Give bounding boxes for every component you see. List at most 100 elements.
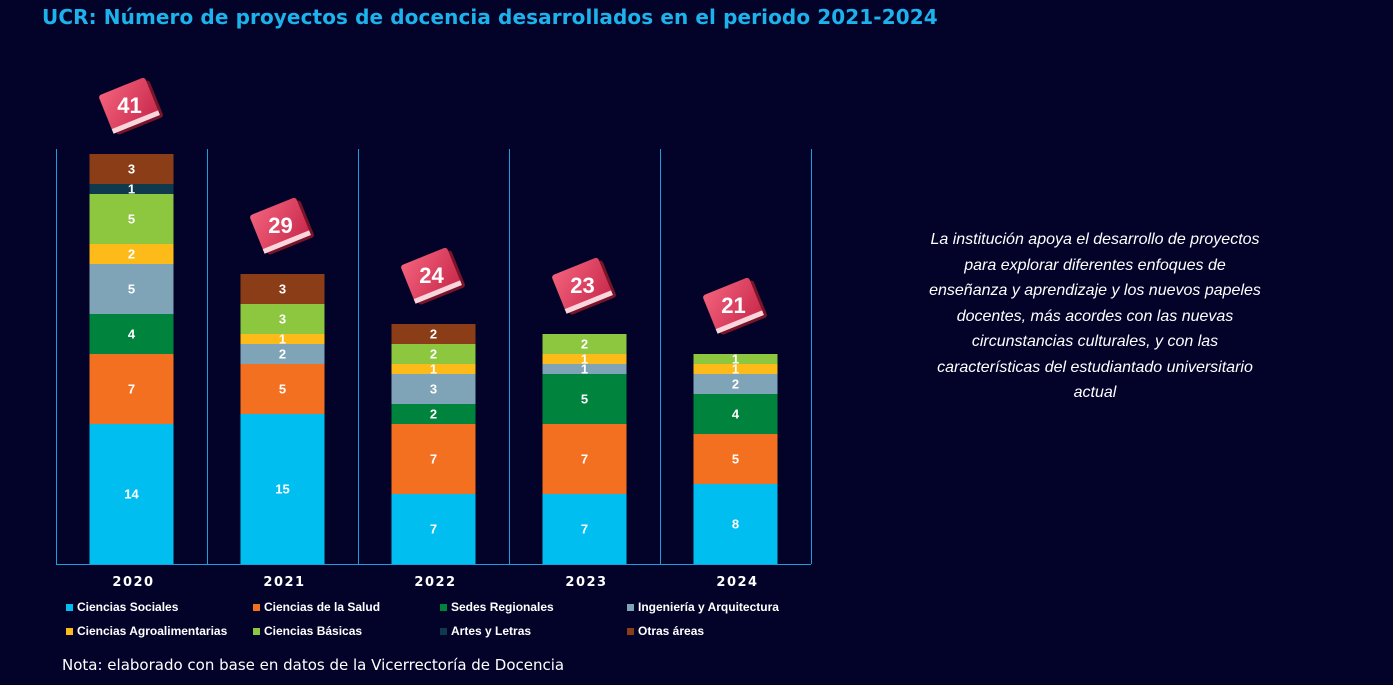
bar-segment-label: 5 xyxy=(581,392,588,407)
book-pages xyxy=(111,110,160,134)
bar-segment xyxy=(391,404,476,424)
bar-segment-label: 8 xyxy=(732,517,739,532)
bar-segment-label: 7 xyxy=(430,522,437,537)
book-total-label: 23 xyxy=(570,273,594,298)
bar-segment xyxy=(542,364,627,374)
bar-segment-label: 1 xyxy=(732,352,739,367)
bar-segment xyxy=(542,494,627,564)
bar-segment xyxy=(391,344,476,364)
bar-segment-label: 3 xyxy=(430,382,437,397)
legend-item: Ciencias Básicas xyxy=(253,624,440,638)
book-badge: 41 xyxy=(99,77,163,135)
legend-label: Ciencias Sociales xyxy=(77,600,179,614)
bar-segment-label: 5 xyxy=(279,382,286,397)
book-total-label: 29 xyxy=(268,213,292,238)
book-badge: 24 xyxy=(401,247,465,305)
bar-segment xyxy=(542,354,627,364)
bar-segment xyxy=(542,374,627,424)
legend-label: Ciencias de la Salud xyxy=(264,600,381,614)
bar-segment xyxy=(391,324,476,344)
bar-segment xyxy=(693,374,778,394)
legend-swatch xyxy=(627,603,634,611)
bar-segment xyxy=(240,414,325,564)
bar-segment xyxy=(391,424,476,494)
chart-legend: Ciencias Sociales Ciencias de la Salud Sed… xyxy=(66,600,827,638)
bar-segment-label: 2 xyxy=(279,347,286,362)
legend-swatch xyxy=(66,627,73,635)
legend-label: Artes y Letras xyxy=(451,624,532,638)
legend-swatch xyxy=(253,603,260,611)
bar-segment xyxy=(542,334,627,354)
side-description: La institución apoya el desarrollo de pr… xyxy=(929,231,1261,401)
bar-segment-label: 5 xyxy=(128,212,135,227)
legend-item: Ciencias de la Salud xyxy=(253,600,440,614)
legend-swatch xyxy=(440,627,447,635)
book-pages xyxy=(413,280,462,304)
bar-segment-label: 7 xyxy=(128,382,135,397)
source-note: Nota: elaborado con base en datos de la … xyxy=(62,656,565,674)
legend-item: Otras áreas xyxy=(627,624,827,638)
x-tick-label: 2023 xyxy=(565,575,607,590)
book-total-label: 21 xyxy=(721,293,745,318)
bar-segment xyxy=(89,354,174,424)
bar-segment xyxy=(89,314,174,354)
bar-segment xyxy=(240,344,325,364)
bar-segment xyxy=(693,434,778,484)
legend-swatch xyxy=(627,627,634,635)
book-badge: 29 xyxy=(250,197,314,255)
bar-segment xyxy=(391,374,476,404)
bar-segment-label: 7 xyxy=(430,452,437,467)
bar-segment xyxy=(240,274,325,304)
legend-label: Ciencias Agroalimentarias xyxy=(77,624,228,638)
legend-item: Artes y Letras xyxy=(440,624,627,638)
legend-swatch xyxy=(66,603,73,611)
bar-segment-label: 1 xyxy=(581,352,588,367)
bar-segment-label: 1 xyxy=(430,362,437,377)
legend-item: Sedes Regionales xyxy=(440,600,627,614)
bar-segment-label: 2 xyxy=(732,377,739,392)
bar-segment xyxy=(693,364,778,374)
book-badge: 23 xyxy=(552,257,616,315)
bar-segment-label: 2 xyxy=(128,247,135,262)
bar-segment-label: 7 xyxy=(581,522,588,537)
bar-segment-label: 1 xyxy=(732,362,739,377)
legend-swatch xyxy=(440,603,447,611)
bar-segment xyxy=(89,424,174,564)
legend-swatch xyxy=(253,627,260,635)
bar-segment xyxy=(391,494,476,564)
bar-segment-label: 2 xyxy=(430,327,437,342)
x-tick-label: 2021 xyxy=(263,575,305,590)
bar-segment xyxy=(240,334,325,344)
legend-label: Ciencias Básicas xyxy=(264,624,363,638)
bar-segment-label: 4 xyxy=(128,327,136,342)
bar-segment-label: 5 xyxy=(128,282,135,297)
book-pages xyxy=(262,230,311,254)
legend-label: Ingeniería y Arquitectura xyxy=(638,600,779,614)
bar-segment-label: 4 xyxy=(732,407,740,422)
legend-item: Ingeniería y Arquitectura xyxy=(627,600,827,614)
bar-segment-label: 2 xyxy=(430,347,437,362)
bar-segment-label: 2 xyxy=(581,337,588,352)
bar-segment-label: 15 xyxy=(275,482,289,497)
book-pages xyxy=(715,310,764,334)
legend-label: Otras áreas xyxy=(638,624,705,638)
bar-segment-label: 2 xyxy=(430,407,437,422)
book-badge: 21 xyxy=(703,277,767,335)
legend-item: Ciencias Sociales xyxy=(66,600,253,614)
bar-segment-label: 1 xyxy=(279,332,286,347)
bar-segment xyxy=(542,424,627,494)
bar-segment-label: 5 xyxy=(732,452,739,467)
x-tick-label: 2022 xyxy=(414,575,456,590)
bar-segment xyxy=(89,184,174,194)
book-total-label: 41 xyxy=(117,93,141,118)
bar-segment-label: 3 xyxy=(279,282,286,297)
bar-segment xyxy=(89,194,174,244)
book-total-label: 24 xyxy=(419,263,444,288)
bar-segment xyxy=(89,244,174,264)
bar-segment-label: 7 xyxy=(581,452,588,467)
bar-segment xyxy=(693,354,778,364)
bar-segment-label: 3 xyxy=(279,312,286,327)
